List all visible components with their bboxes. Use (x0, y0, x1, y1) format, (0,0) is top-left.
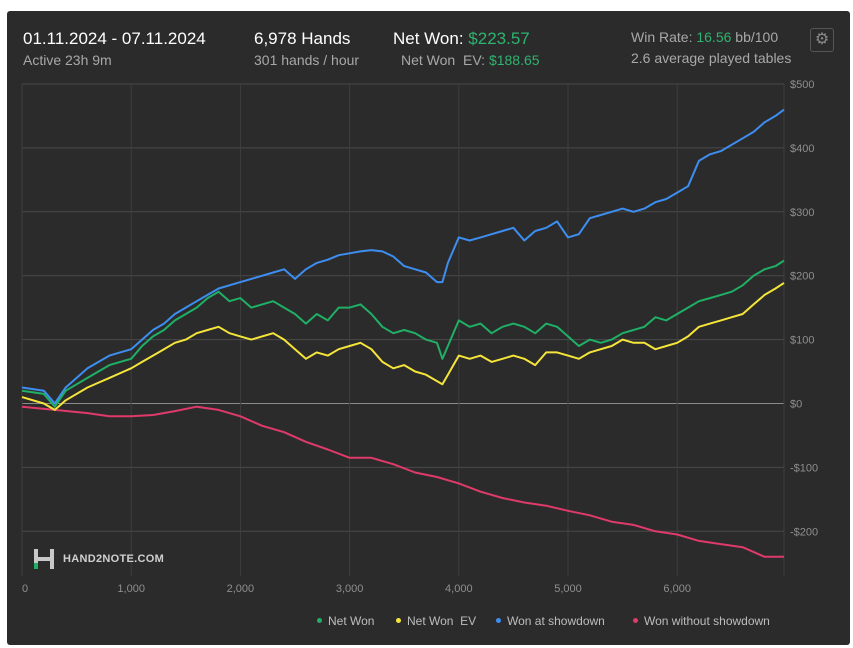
y-tick-label: $100 (790, 335, 814, 347)
legend-showdown[interactable]: Won at showdown (496, 614, 605, 628)
y-tick-label: $300 (790, 207, 814, 219)
legend-net-won-ev[interactable]: Net Won EV (396, 614, 476, 628)
hand2note-logo-icon (34, 549, 54, 569)
legend-label-showdown: Won at showdown (507, 614, 605, 628)
y-tick-label: $0 (790, 398, 802, 410)
x-tick-label: 3,000 (336, 583, 364, 595)
active-time: Active 23h 9m (23, 52, 112, 68)
series-line-net-won-ev (21, 282, 785, 411)
chart-panel (7, 11, 850, 645)
legend-label-net-won: Net Won (328, 614, 375, 628)
net-won-ev-summary: Net Won EV: $188.65 (401, 52, 540, 68)
series-line-net-won (21, 259, 785, 408)
x-tick-label: 4,000 (445, 583, 473, 595)
win-rate: Win Rate: 16.56 bb/100 (631, 29, 778, 45)
net-won-label: Net Won: (393, 29, 464, 48)
legend-non-showdown[interactable]: Won without showdown (633, 614, 770, 628)
legend-dot-showdown (496, 618, 501, 624)
hands-count: 6,978 Hands (254, 29, 351, 48)
net-won-value: $223.57 (468, 29, 530, 48)
win-rate-unit: bb/100 (735, 29, 779, 45)
y-tick-label: $400 (790, 143, 814, 155)
y-tick-label: $200 (790, 271, 814, 283)
x-tick-label: 1,000 (117, 583, 145, 595)
net-won-summary: Net Won: $223.57 (393, 29, 530, 49)
gear-icon[interactable]: ⚙ (810, 28, 834, 52)
legend-dot-net-won-ev (396, 618, 401, 624)
legend-label-net-won-ev: Net Won EV (407, 614, 477, 628)
legend-dot-net-won (317, 618, 322, 624)
logo-text: HAND2NOTE.COM (63, 553, 165, 565)
avg-tables: 2.6 average played tables (631, 50, 792, 66)
x-tick-label: 0 (22, 583, 28, 595)
y-tick-label: -$100 (790, 462, 818, 474)
x-tick-label: 6,000 (663, 583, 691, 595)
win-rate-value: 16.56 (696, 29, 732, 45)
x-tick-label: 5,000 (554, 583, 582, 595)
date-range: 01.11.2024 - 07.11.2024 (23, 29, 206, 48)
legend-dot-non-showdown (633, 618, 638, 624)
x-tick-label: 2,000 (227, 583, 255, 595)
y-tick-label: -$200 (790, 526, 818, 538)
y-tick-label: $500 (790, 79, 814, 91)
legend-label-non-showdown: Won without showdown (644, 614, 770, 628)
net-won-ev-value: $188.65 (488, 52, 540, 68)
hands-per-hour: 301 hands / hour (254, 52, 360, 68)
net-won-ev-label: Net Won EV: (401, 52, 486, 68)
series-line-non-showdown (21, 405, 784, 558)
win-rate-label: Win Rate: (631, 29, 693, 45)
legend-net-won[interactable]: Net Won (317, 614, 374, 628)
series-line-showdown (21, 108, 785, 405)
